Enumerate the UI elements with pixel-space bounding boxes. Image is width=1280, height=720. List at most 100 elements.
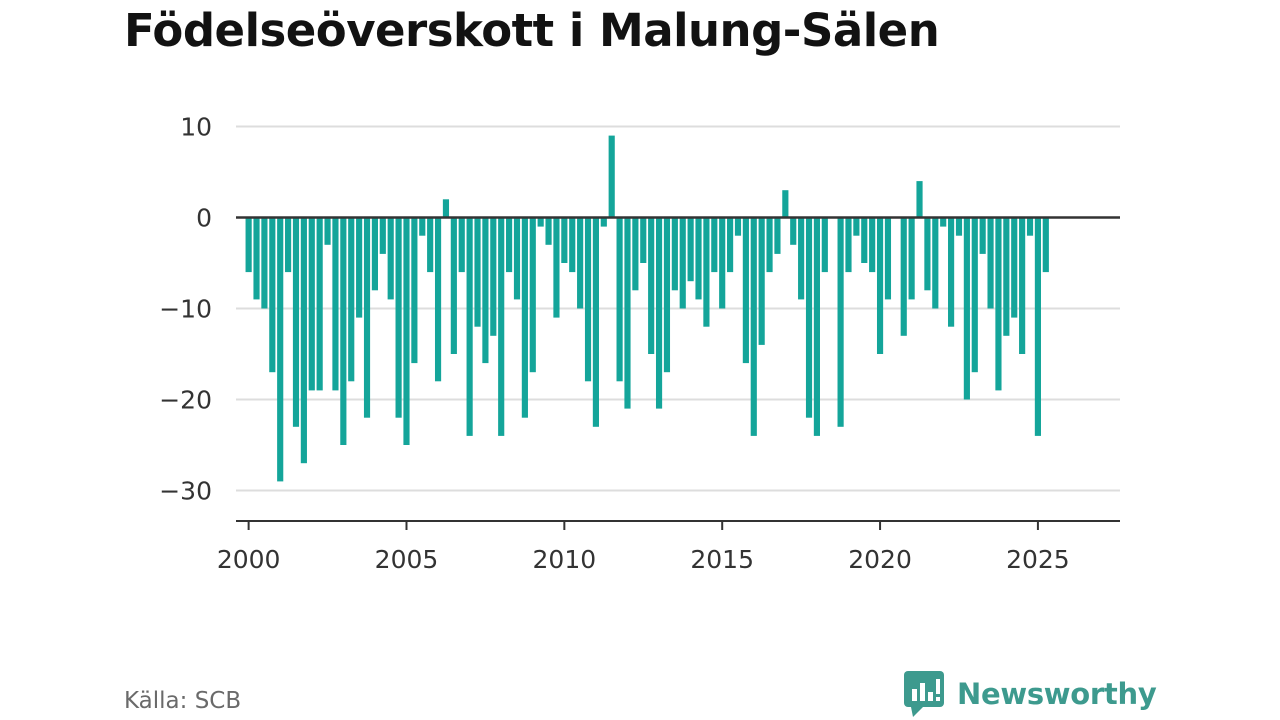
bar xyxy=(269,217,276,373)
bar-series xyxy=(245,135,1049,482)
bar xyxy=(655,217,663,409)
gridlines xyxy=(236,125,1120,492)
bar xyxy=(971,217,978,373)
bar xyxy=(884,217,892,300)
bar xyxy=(853,217,860,236)
bar xyxy=(553,217,560,318)
bar xyxy=(963,217,970,400)
bar xyxy=(490,217,497,336)
bar xyxy=(624,217,631,409)
bar-chart: 10 0 −10 −20 −30 2000 2005 2010 2015 2020 2025 xyxy=(159,113,1120,574)
bar xyxy=(521,217,528,418)
bar xyxy=(798,217,805,300)
bar xyxy=(363,217,371,418)
bar xyxy=(813,217,820,436)
chart-title: Födelseöverskott i Malung-Sälen xyxy=(124,4,940,57)
bar xyxy=(1019,217,1026,354)
bar xyxy=(403,217,410,445)
bar xyxy=(569,217,576,273)
bar xyxy=(876,217,884,354)
bar xyxy=(869,217,876,273)
bar xyxy=(924,217,931,291)
bar xyxy=(987,217,994,309)
bar xyxy=(758,217,765,345)
x-tick-label: 2010 xyxy=(533,545,597,574)
bar xyxy=(845,217,852,273)
source-note: Källa: SCB xyxy=(124,688,242,714)
bar xyxy=(616,217,623,382)
bar xyxy=(979,217,986,254)
bar xyxy=(995,217,1002,391)
bar xyxy=(711,217,718,273)
brand-logo[interactable]: Newsworthy xyxy=(903,670,1157,718)
bar xyxy=(1026,217,1034,236)
bar xyxy=(1003,217,1010,336)
bar xyxy=(529,217,536,373)
x-tick-label: 2025 xyxy=(1006,545,1070,574)
bar xyxy=(916,181,923,218)
bar xyxy=(805,217,813,418)
bar xyxy=(379,217,386,254)
bar xyxy=(482,217,489,364)
bar xyxy=(861,217,868,263)
bar xyxy=(395,217,402,418)
bar xyxy=(734,217,742,236)
bar xyxy=(727,217,734,273)
bar xyxy=(277,217,284,482)
bar xyxy=(498,217,505,436)
bar xyxy=(750,217,757,436)
bar xyxy=(790,217,797,245)
bar xyxy=(940,217,947,227)
x-tick-label: 2005 xyxy=(375,545,439,574)
bar xyxy=(1034,217,1041,436)
bar xyxy=(932,217,939,309)
x-tick-label: 2000 xyxy=(217,545,281,574)
bar xyxy=(411,217,418,364)
bar xyxy=(245,217,252,273)
bar xyxy=(577,217,584,309)
bar xyxy=(948,217,955,327)
bar xyxy=(371,217,378,291)
bar xyxy=(908,217,915,300)
bar xyxy=(742,217,749,364)
bar xyxy=(584,217,592,382)
bar xyxy=(719,217,726,309)
bar xyxy=(687,217,694,282)
bar xyxy=(600,217,607,227)
newsworthy-logo-icon xyxy=(904,671,944,717)
bar xyxy=(545,217,552,245)
bar xyxy=(774,217,781,254)
bar xyxy=(427,217,434,273)
y-axis-ticks: 10 0 −10 −20 −30 xyxy=(159,113,212,506)
y-tick-label: −20 xyxy=(159,386,212,415)
bar xyxy=(292,217,300,427)
bar xyxy=(308,217,315,391)
bar xyxy=(1042,217,1049,273)
bar xyxy=(648,217,655,354)
bar xyxy=(442,199,450,218)
bar xyxy=(955,217,963,236)
bar xyxy=(316,217,323,391)
bar xyxy=(340,217,347,445)
bar xyxy=(348,217,355,382)
bar xyxy=(821,217,828,273)
bar xyxy=(458,217,465,273)
bar xyxy=(663,217,671,373)
x-axis-ticks: 2000 2005 2010 2015 2020 2025 xyxy=(217,521,1070,574)
bar xyxy=(608,135,615,218)
x-tick-label: 2015 xyxy=(690,545,754,574)
bar xyxy=(513,217,521,300)
bar xyxy=(782,190,789,218)
brand-name: Newsworthy xyxy=(957,677,1157,711)
y-tick-label: 10 xyxy=(180,113,212,142)
bar xyxy=(466,217,473,436)
bar xyxy=(506,217,513,273)
bar xyxy=(632,217,639,291)
bar xyxy=(261,217,268,309)
bar xyxy=(419,217,426,236)
bar xyxy=(695,217,702,300)
bar xyxy=(640,217,647,263)
bar xyxy=(387,217,394,300)
bar xyxy=(450,217,457,354)
bar xyxy=(324,217,331,245)
